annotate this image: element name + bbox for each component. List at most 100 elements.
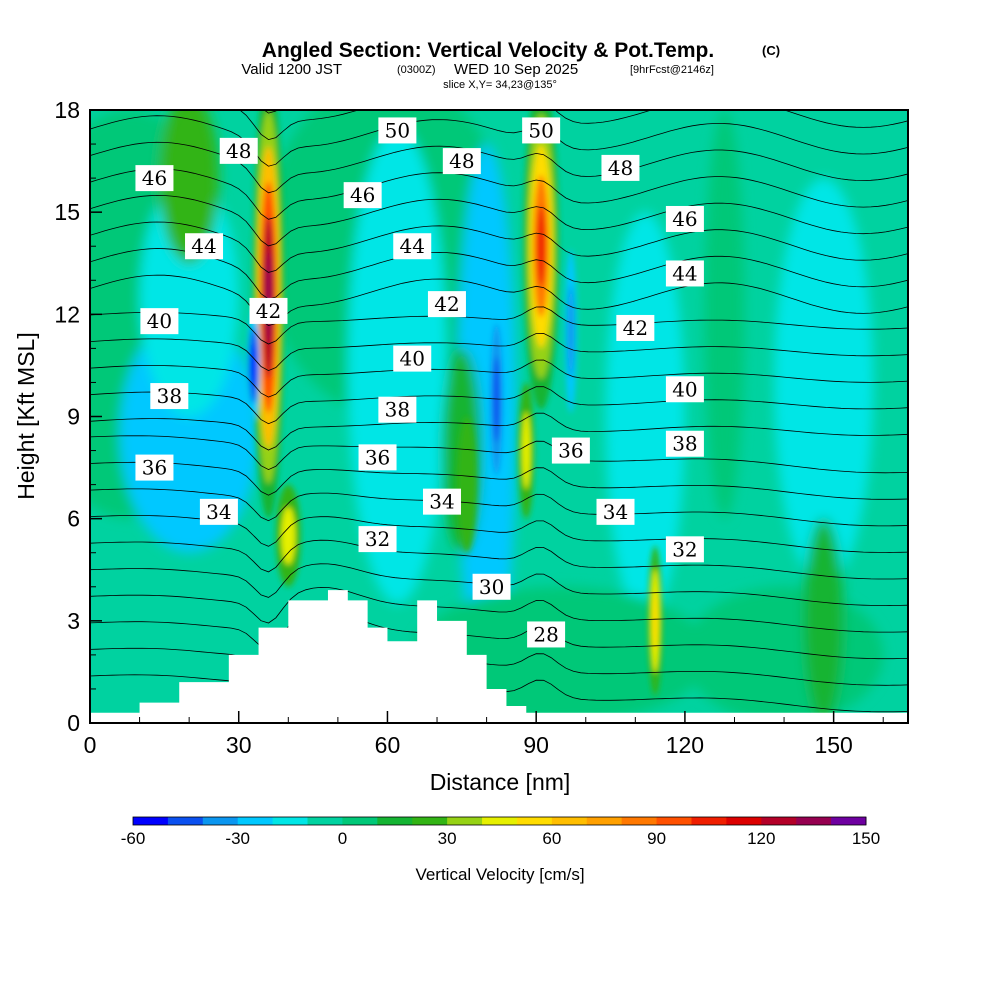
theta-contour-label-bg xyxy=(596,498,635,525)
theta-contour-41 xyxy=(90,274,908,327)
velocity-plume-8-0 xyxy=(456,416,477,553)
theta-contour-label-bg xyxy=(135,454,174,481)
colorbar-frame xyxy=(132,816,867,826)
theta-contour-label-26: 32 xyxy=(358,526,397,553)
theta-contour-label-9: 44 xyxy=(393,233,432,260)
velocity-blob-7 xyxy=(774,178,874,587)
y-axis: 0 3 6 9 12 15 18 xyxy=(54,97,102,736)
theta-contour-label-bg xyxy=(616,314,655,341)
colorbar: -60 -30 0 30 60 90 120 150 xyxy=(121,816,880,848)
theta-contour-label-text: 34 xyxy=(603,500,628,524)
theta-contour-label-bg xyxy=(665,536,704,563)
theta-contour-label-text: 44 xyxy=(191,234,216,258)
velocity-blob-10 xyxy=(412,586,710,723)
theta-contour-label-7: 46 xyxy=(665,205,704,232)
velocity-blob-5 xyxy=(456,144,517,689)
colorbar-swatch-20 xyxy=(831,817,867,825)
colorbar-swatch-5 xyxy=(307,817,343,825)
theta-contour-label-12: 42 xyxy=(427,291,466,318)
x-tick-label: 60 xyxy=(375,732,401,758)
theta-contour-34 xyxy=(90,461,908,500)
theta-contour-label-text: 40 xyxy=(147,309,172,333)
theta-contour-label-bg xyxy=(135,165,174,192)
theta-contour-label-bg xyxy=(378,117,417,144)
theta-contour-label-bg xyxy=(150,383,189,410)
colorbar-swatch-4 xyxy=(272,817,309,825)
theta-contour-label-22: 36 xyxy=(551,437,590,464)
colorbar-swatch-7 xyxy=(377,817,413,825)
theta-contour-52 xyxy=(90,0,908,33)
velocity-blob-13 xyxy=(704,110,745,519)
x-tick-label: 120 xyxy=(666,732,704,758)
colorbar-tick-label: 150 xyxy=(852,829,880,848)
theta-contour-label-text: 36 xyxy=(558,439,583,463)
colorbar-tick-label: 90 xyxy=(647,829,666,848)
velocity-plume-7-1 xyxy=(521,412,531,490)
theta-contour-37 xyxy=(90,386,908,425)
theta-contour-label-1: 50 xyxy=(522,117,561,144)
colorbar-swatch-17 xyxy=(726,817,762,825)
colorbar-tick-label: -30 xyxy=(225,829,250,848)
theta-contour-label-bg xyxy=(665,260,704,287)
theta-contour-label-28: 30 xyxy=(472,573,511,600)
theta-contour-43 xyxy=(90,221,908,273)
y-tick-label: 3 xyxy=(67,608,80,634)
terrain-profile xyxy=(90,590,908,723)
colorbar-swatch-15 xyxy=(656,817,692,825)
theta-contour-label-bg xyxy=(219,137,258,164)
theta-contour-44 xyxy=(90,194,908,247)
theta-contour-label-bg xyxy=(393,345,432,372)
y-tick-label: 9 xyxy=(67,404,80,430)
theta-contour-27 xyxy=(90,634,908,686)
theta-contour-label-25: 34 xyxy=(596,498,635,525)
y-tick-label: 6 xyxy=(67,506,80,532)
theta-contour-label-bg xyxy=(358,526,397,553)
theta-contour-42 xyxy=(90,248,908,300)
theta-contour-label-bg xyxy=(358,444,397,471)
y-tick-label: 15 xyxy=(54,199,80,225)
theta-contour-label-18: 38 xyxy=(378,396,417,423)
velocity-blob-12 xyxy=(803,518,844,723)
theta-contour-label-11: 42 xyxy=(249,297,288,324)
colorbar-tick-label: 30 xyxy=(438,829,457,848)
velocity-plume-1-4 xyxy=(536,206,546,287)
plot-area: 50 50 48 48 48 46 46 46 44 44 44 42 42 42 40 40 40 38 38 38… xyxy=(90,0,908,723)
y-tick-label: 0 xyxy=(67,710,80,736)
colorbar-swatch-9 xyxy=(447,817,483,825)
velocity-plume-2-2 xyxy=(251,343,257,387)
theta-contour-label-text: 34 xyxy=(206,500,231,524)
velocity-field xyxy=(90,110,884,723)
theta-contour-label-bg xyxy=(427,291,466,318)
theta-contour-labels: 50 50 48 48 48 46 46 46 44 44 44 42 42 42 40 40 40 38 38 38… xyxy=(135,117,704,648)
theta-contour-label-24: 34 xyxy=(422,488,461,515)
theta-contour-label-bg xyxy=(199,498,238,525)
theta-contour-label-text: 32 xyxy=(365,527,390,551)
theta-contour-35 xyxy=(90,435,908,474)
theta-contour-label-bg xyxy=(393,233,432,260)
theta-contour-label-bg xyxy=(551,437,590,464)
colorbar-swatch-0 xyxy=(133,817,169,825)
theta-contour-label-bg xyxy=(665,205,704,232)
velocity-plume-5-2 xyxy=(652,591,658,651)
x-tick-label: 30 xyxy=(226,732,252,758)
chart-slice-info: slice X,Y= 34,23@135° xyxy=(443,79,557,91)
colorbar-swatch-6 xyxy=(342,817,378,825)
theta-contour-label-text: 46 xyxy=(672,207,697,231)
theta-contour-label-text: 42 xyxy=(434,292,459,316)
chart-subtitle-utc: (0300Z) xyxy=(397,64,436,76)
colorbar-swatch-8 xyxy=(412,817,448,825)
theta-contour-label-text: 46 xyxy=(142,166,167,190)
theta-contour-label-text: 48 xyxy=(226,139,251,163)
x-axis-label: Distance [nm] xyxy=(430,769,571,795)
theta-contour-36 xyxy=(90,412,908,451)
terrain xyxy=(90,590,908,723)
theta-contour-label-bg xyxy=(140,308,179,335)
colorbar-swatch-3 xyxy=(237,817,274,825)
theta-contour-label-bg xyxy=(378,396,417,423)
theta-contour-label-text: 32 xyxy=(672,537,697,561)
theta-contour-label-text: 42 xyxy=(256,299,281,323)
theta-contour-label-text: 36 xyxy=(142,456,167,480)
y-tick-label: 18 xyxy=(54,97,80,123)
y-axis-label: Height [Kft MSL] xyxy=(13,332,39,499)
colorbar-tick-label: 0 xyxy=(338,829,347,848)
